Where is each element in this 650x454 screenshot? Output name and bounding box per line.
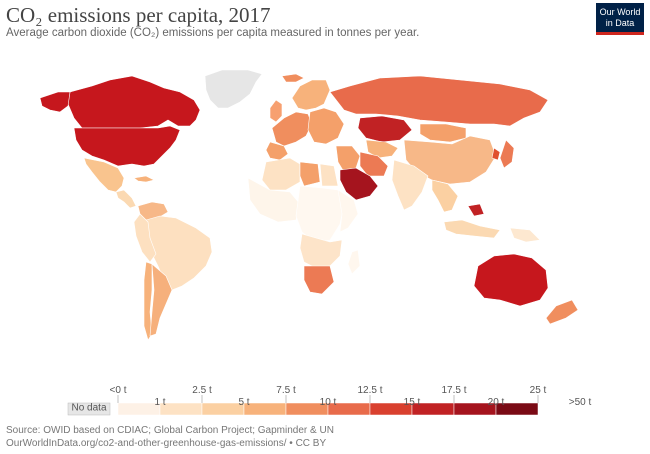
- country-greenland[interactable]: [204, 69, 263, 109]
- owid-logo[interactable]: Our World in Data: [596, 3, 644, 35]
- legend-no-data-swatch: [67, 402, 111, 416]
- legend-tick-label: 20 t: [488, 397, 505, 408]
- legend-tick-label: 10 t: [320, 397, 337, 408]
- country-central-america[interactable]: [115, 189, 137, 209]
- legend-bin-1[interactable]: [159, 402, 203, 416]
- country-alaska[interactable]: [39, 91, 71, 113]
- legend-tick-label: 17.5 t: [441, 385, 466, 396]
- country-eastern-europe[interactable]: [307, 107, 345, 145]
- country-madagascar[interactable]: [347, 249, 361, 275]
- logo-accent-bar: [596, 32, 644, 35]
- legend-tick-label: 1 t: [154, 397, 165, 408]
- country-scandinavia[interactable]: [291, 79, 331, 111]
- country-indonesia[interactable]: [443, 219, 501, 239]
- chart-title: CO₂ emissions per capita, 2017: [6, 3, 271, 27]
- country-kazakhstan[interactable]: [357, 115, 413, 143]
- country-saudi-arabia[interactable]: [339, 167, 379, 201]
- source-line-2[interactable]: OurWorldInData.org/co2-and-other-greenho…: [6, 438, 327, 449]
- legend-tick-label: 5 t: [238, 397, 249, 408]
- country-mongolia[interactable]: [419, 123, 467, 143]
- country-australia[interactable]: [473, 253, 549, 307]
- country-usa[interactable]: [73, 125, 181, 167]
- country-papua-new-guinea[interactable]: [509, 227, 541, 243]
- country-japan[interactable]: [499, 139, 515, 169]
- country-chile[interactable]: [143, 261, 153, 341]
- country-iceland[interactable]: [281, 73, 305, 83]
- legend-no-data-label: No data: [71, 402, 106, 413]
- legend-tick-label: 7.5 t: [276, 385, 296, 396]
- country-india[interactable]: [391, 159, 429, 211]
- legend-bin-3[interactable]: [243, 402, 287, 416]
- country-south-africa[interactable]: [303, 265, 335, 295]
- country-central-africa[interactable]: [295, 185, 345, 243]
- country-west-africa[interactable]: [247, 177, 301, 223]
- legend-tick-label: 2.5 t: [192, 385, 212, 396]
- country-iran[interactable]: [359, 151, 389, 177]
- country-central-asia[interactable]: [365, 139, 399, 159]
- country-argentina[interactable]: [149, 263, 173, 337]
- legend-bin-9[interactable]: [495, 402, 539, 416]
- country-se-asia[interactable]: [431, 179, 459, 213]
- country-new-zealand[interactable]: [545, 299, 579, 325]
- legend-tick-label: 25 t: [530, 385, 547, 396]
- country-north-africa[interactable]: [261, 157, 301, 191]
- country-egypt[interactable]: [319, 163, 339, 187]
- country-russia[interactable]: [329, 75, 549, 127]
- logo-line-2: in Data: [605, 18, 635, 28]
- legend-tick-label: <0 t: [110, 385, 127, 396]
- legend-tick-label: 12.5 t: [357, 385, 382, 396]
- country-uk[interactable]: [269, 99, 283, 123]
- country-malaysia[interactable]: [467, 203, 485, 217]
- country-libya[interactable]: [299, 161, 321, 187]
- country-cuba[interactable]: [133, 175, 155, 183]
- chart-subtitle: Average carbon dioxide (CO₂) emissions p…: [6, 27, 420, 39]
- logo-line-1: Our World: [599, 7, 641, 17]
- source-line-1: Source: OWID based on CDIAC; Global Carb…: [6, 425, 334, 436]
- legend-tick-label: >50 t: [569, 397, 592, 408]
- country-peru-bolivia[interactable]: [133, 213, 157, 263]
- country-east-africa[interactable]: [337, 189, 359, 233]
- country-korea[interactable]: [491, 147, 501, 161]
- legend-tick-label: 15 t: [404, 397, 421, 408]
- source-note: Source: OWID based on CDIAC; Global Carb…: [6, 424, 334, 450]
